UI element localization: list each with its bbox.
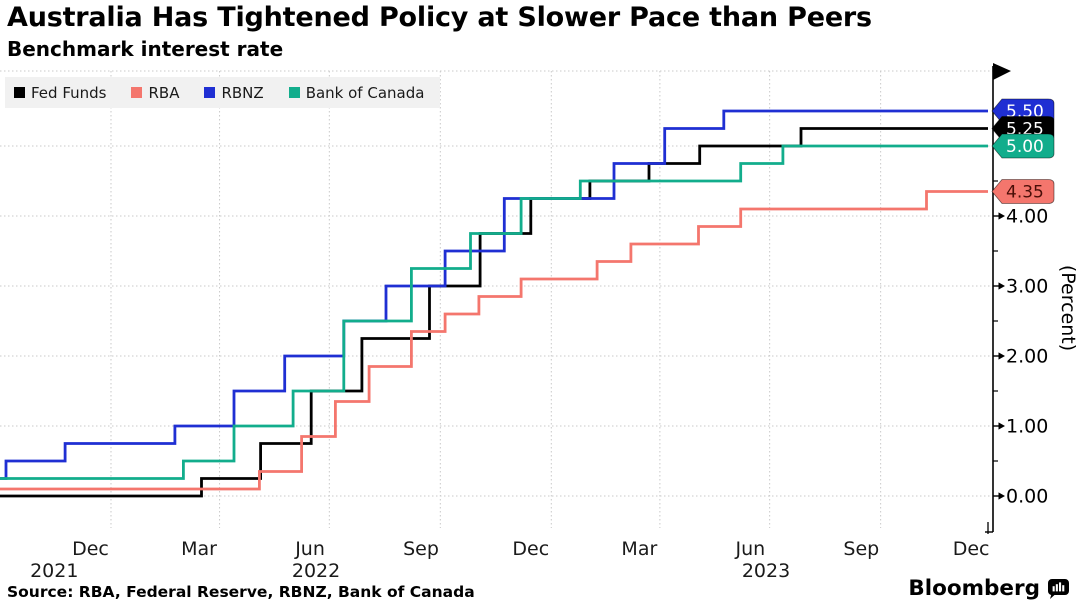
y-tick-label: 1.00: [1006, 416, 1048, 438]
legend: Fed Funds RBA RBNZ Bank of Canada: [5, 77, 441, 108]
x-tick-label: Jun: [294, 538, 325, 560]
year-label: 2022: [292, 560, 340, 582]
x-tick-label: Dec: [72, 538, 109, 560]
series-line-fed-funds: [0, 127, 988, 498]
y-tick-arrow-icon: [998, 352, 1005, 360]
bloomberg-wordmark: Bloomberg: [908, 576, 1040, 601]
legend-swatch-icon: [14, 87, 25, 98]
source-note: Source: RBA, Federal Reserve, RBNZ, Bank…: [7, 583, 475, 601]
y-tick-arrow-icon: [998, 422, 1005, 430]
legend-swatch-icon: [131, 87, 143, 98]
x-tick-label: Sep: [843, 538, 879, 560]
legend-item-label: Bank of Canada: [305, 83, 425, 102]
y-tick-arrow-icon: [998, 492, 1005, 500]
series-line-bank-of-canada: [0, 144, 988, 480]
x-tick-label: Mar: [181, 538, 217, 560]
year-label: 2023: [742, 560, 790, 582]
brand: Bloomberg: [908, 576, 1069, 601]
x-tick-label: Mar: [621, 538, 657, 560]
end-value-label-bank-of-canada: 5.00: [1006, 137, 1044, 157]
x-tick-label: Dec: [512, 538, 549, 560]
x-tick-label: Jun: [735, 538, 766, 560]
series-line-rba: [0, 190, 988, 491]
legend-swatch-icon: [288, 87, 300, 98]
x-tick-label: Dec: [953, 538, 990, 560]
end-value-tag-bank-of-canada: [991, 133, 1055, 159]
legend-item-rbnz: RBNZ: [204, 83, 264, 102]
y-tick-arrow-icon: [998, 282, 1005, 290]
series-line-rbnz: [0, 109, 988, 480]
y-tick-label: 4.00: [1006, 206, 1048, 228]
legend-swatch-icon: [204, 87, 216, 98]
x-tick-label: Sep: [403, 538, 439, 560]
y-axis-top-arrow-icon: [993, 63, 1011, 80]
legend-item-label: RBA: [148, 83, 180, 102]
legend-item-bank-of-canada: Bank of Canada: [288, 83, 425, 102]
legend-item-label: Fed Funds: [31, 83, 107, 102]
end-value-tag-rba: [991, 179, 1055, 204]
bloomberg-logo-icon: [1048, 578, 1069, 599]
y-tick-label: 2.00: [1006, 346, 1048, 368]
legend-item-rba: RBA: [131, 84, 179, 102]
y-tick-label: 3.00: [1006, 276, 1048, 298]
y-tick-label: 0.00: [1006, 486, 1048, 508]
year-label: 2021: [30, 560, 78, 582]
end-value-label-rba: 4.35: [1006, 183, 1044, 203]
legend-item-fed-funds: Fed Funds: [14, 84, 106, 102]
y-tick-arrow-icon: [998, 212, 1005, 220]
y-axis-title: (Percent): [1057, 265, 1077, 351]
chart-subtitle: Benchmark interest rate: [7, 37, 284, 61]
legend-item-label: RBNZ: [221, 83, 264, 102]
chart-title: Australia Has Tightened Policy at Slower…: [7, 2, 872, 33]
